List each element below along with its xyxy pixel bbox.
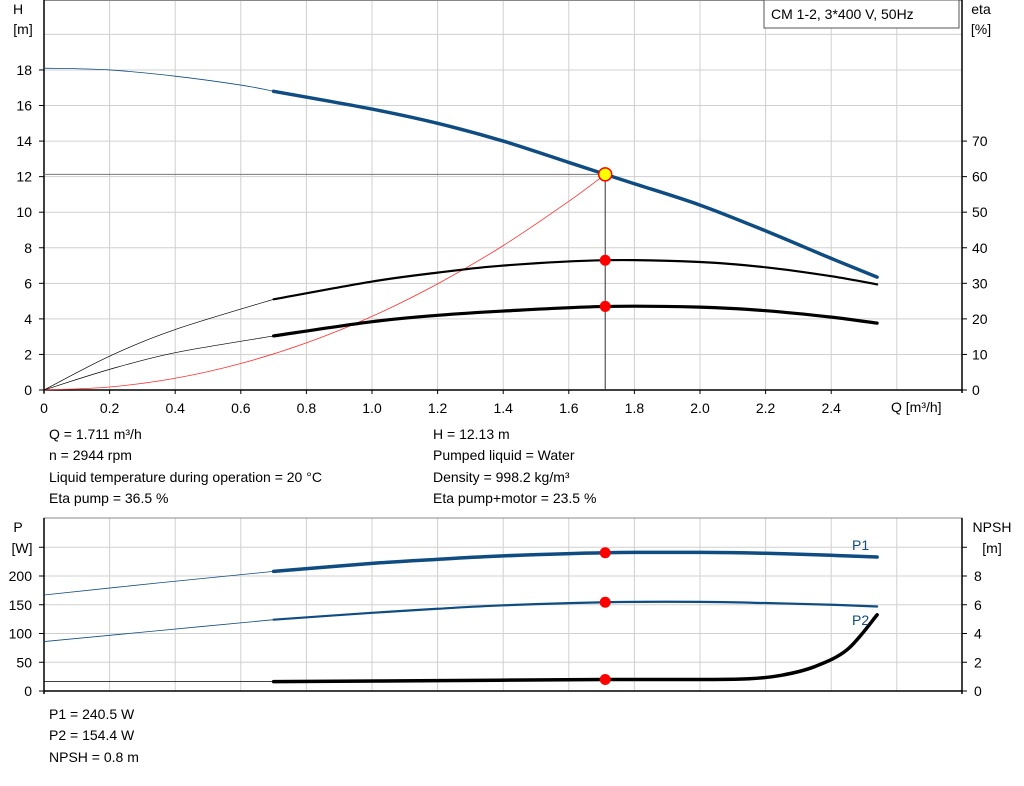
p-tick-label: 50 [16, 654, 32, 670]
head-curve [271, 89, 879, 279]
h-tick-label: 6 [24, 275, 32, 291]
p-tick-label: 150 [9, 597, 33, 613]
info-density: Density = 998.2 kg/m³ [433, 469, 570, 485]
npsh-axis-unit: [m] [982, 540, 1001, 556]
info-npsh: NPSH = 0.8 m [49, 749, 139, 765]
x-tick-label: 0 [40, 400, 48, 416]
h-tick-label: 4 [24, 311, 32, 327]
npsh-tick-label: 0 [974, 683, 982, 699]
info-liquid: Pumped liquid = Water [433, 447, 575, 463]
h-tick-label: 16 [16, 98, 32, 114]
info-eta-pump-motor: Eta pump+motor = 23.5 % [433, 490, 596, 506]
p1-curve-label: P1 [852, 537, 869, 553]
npsh-duty-point [599, 674, 611, 685]
x-tick-label: 0.4 [165, 400, 185, 416]
p1-duty-point [599, 547, 611, 559]
p-tick-label: 0 [24, 683, 32, 699]
info-p2: P2 = 154.4 W [49, 727, 135, 743]
p-tick-label: 100 [9, 626, 33, 642]
x-tick-label: 1.4 [493, 400, 513, 416]
title-box: CM 1-2, 3*400 V, 50Hz [763, 0, 960, 29]
x-tick-label: 1.8 [625, 400, 645, 416]
info-left: Q = 1.711 m³/h n = 2944 rpm Liquid tempe… [49, 426, 322, 506]
info-h: H = 12.13 m [433, 426, 510, 442]
head-extrapolated [43, 67, 274, 92]
p-axis-label: P [13, 519, 22, 535]
p2-curve-label: P2 [852, 612, 869, 628]
p2-extrapolated [43, 619, 274, 642]
npsh-tick-label: 8 [974, 568, 982, 584]
info-bottom: P1 = 240.5 W P2 = 154.4 W NPSH = 0.8 m [49, 706, 139, 765]
eta-axis-unit: [%] [971, 21, 991, 37]
x-tick-label: 0.6 [231, 400, 251, 416]
eta-tick-label: 70 [972, 133, 988, 149]
eta-tick-label: 40 [972, 240, 988, 256]
x-tick-label: 0.8 [297, 400, 317, 416]
top-tick-labels: 0 0.2 0.4 0.6 0.8 1.0 1.2 1.4 1.6 1.8 2.0 2.2 2.4 0 2 4… [16, 62, 987, 416]
h-tick-label: 2 [24, 346, 32, 362]
npsh-curve [271, 613, 879, 684]
h-axis-unit: [m] [13, 21, 32, 37]
npsh-axis-label: NPSH [973, 519, 1012, 535]
h-axis-label: H [13, 1, 23, 17]
p1-curve [271, 550, 879, 574]
duty-point [597, 167, 613, 182]
x-tick-label: 1.2 [428, 400, 448, 416]
p-tick-label: 200 [9, 568, 33, 584]
eta-tick-label: 30 [972, 275, 988, 291]
top-curves [43, 67, 879, 391]
bottom-tick-labels: 0 50 100 150 200 0 2 4 6 8 [9, 546, 982, 699]
x-tick-label: 2.4 [821, 400, 841, 416]
info-eta-pump: Eta pump = 36.5 % [49, 490, 168, 506]
info-right: H = 12.13 m Pumped liquid = Water Densit… [433, 426, 596, 506]
system-curve [43, 174, 606, 391]
p-axis-unit: [W] [12, 540, 33, 556]
eta-tick-label: 60 [972, 169, 988, 185]
info-p1: P1 = 240.5 W [49, 706, 135, 722]
eta-pump-duty-point [599, 254, 611, 266]
h-tick-label: 14 [16, 133, 32, 149]
top-grid [43, 0, 963, 393]
info-temp: Liquid temperature during operation = 20… [49, 469, 322, 485]
p2-duty-point [599, 596, 611, 608]
eta-axis-label: eta [971, 1, 991, 17]
x-tick-label: 0.2 [100, 400, 120, 416]
npsh-tick-label: 6 [974, 597, 982, 613]
x-tick-label: 1.0 [362, 400, 382, 416]
npsh-tick-label: 2 [974, 654, 982, 670]
h-tick-label: 8 [24, 240, 32, 256]
x-tick-label: 1.6 [559, 400, 579, 416]
eta-tick-label: 20 [972, 311, 988, 327]
h-tick-label: 18 [16, 62, 32, 78]
eta-tick-label: 0 [972, 382, 980, 398]
h-tick-label: 0 [24, 382, 32, 398]
p1-extrapolated [43, 571, 274, 596]
eta-pump-curve [272, 258, 879, 301]
eta-pump-motor-extrapolated [43, 335, 274, 391]
x-tick-label: 2.0 [690, 400, 710, 416]
bottom-curves [43, 547, 879, 685]
eta-pump-motor-duty-point [599, 300, 611, 312]
x-tick-label: 2.2 [756, 400, 776, 416]
eta-tick-label: 50 [972, 204, 988, 220]
chart-title: CM 1-2, 3*400 V, 50Hz [771, 6, 914, 22]
q-axis-label: Q [m³/h] [891, 399, 942, 415]
eta-tick-label: 10 [972, 346, 988, 362]
h-tick-label: 10 [16, 204, 32, 220]
eta-pump-motor-curve [272, 304, 879, 338]
info-n: n = 2944 rpm [49, 447, 132, 463]
eta-pump-extrapolated [43, 298, 274, 391]
h-tick-label: 12 [16, 169, 32, 185]
info-q: Q = 1.711 m³/h [49, 426, 142, 442]
npsh-tick-label: 4 [974, 626, 982, 642]
